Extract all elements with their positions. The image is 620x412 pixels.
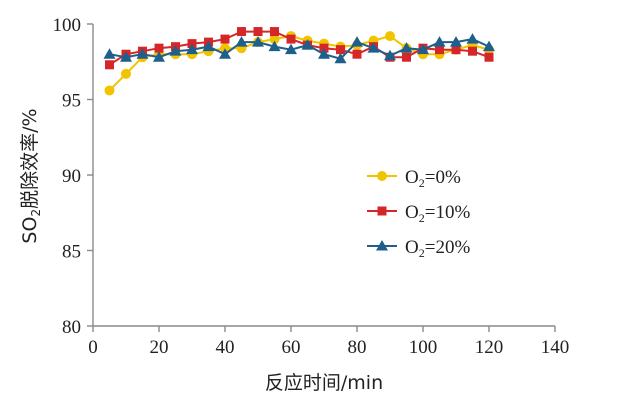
data-point bbox=[466, 33, 479, 44]
x-tick-label: 100 bbox=[409, 337, 438, 358]
data-point bbox=[384, 49, 396, 61]
legend-label-subscript: 2 bbox=[419, 211, 425, 225]
legend-swatch-marker bbox=[376, 240, 388, 251]
legend: O2=0%O2=10%O2=20% bbox=[367, 167, 470, 260]
legend-label-subscript: 2 bbox=[419, 246, 425, 260]
series-line bbox=[108, 35, 490, 92]
legend-item: O2=20% bbox=[367, 237, 470, 260]
data-point bbox=[237, 27, 246, 37]
legend-swatch-marker bbox=[377, 206, 387, 216]
data-point bbox=[400, 42, 413, 53]
data-point bbox=[270, 27, 279, 37]
legend-label: O2=20% bbox=[405, 237, 470, 260]
data-point bbox=[318, 48, 330, 59]
data-point bbox=[402, 52, 411, 62]
data-point bbox=[220, 34, 230, 44]
data-point bbox=[202, 40, 215, 52]
data-point bbox=[268, 40, 281, 52]
x-tick-label: 20 bbox=[150, 337, 169, 358]
x-tick-label: 140 bbox=[541, 337, 570, 358]
data-point bbox=[334, 52, 347, 64]
y-axis-title-main: SO bbox=[19, 217, 41, 244]
x-tick-label: 40 bbox=[216, 337, 235, 358]
data-point bbox=[285, 43, 297, 55]
legend-label-subscript: 2 bbox=[419, 176, 425, 190]
data-point bbox=[187, 39, 197, 49]
data-point bbox=[417, 43, 429, 55]
series-2 bbox=[103, 33, 495, 64]
legend-swatch-marker bbox=[377, 171, 387, 181]
series-layer bbox=[103, 27, 495, 96]
data-point bbox=[468, 46, 477, 56]
legend-label-main: O bbox=[405, 202, 419, 223]
data-point bbox=[103, 48, 116, 59]
y-axis-title: SO2脱除效率/% bbox=[19, 108, 43, 243]
data-point bbox=[367, 42, 380, 53]
x-tick-label: 80 bbox=[348, 337, 367, 358]
data-point bbox=[253, 27, 263, 37]
y-tick-label: 85 bbox=[62, 242, 81, 263]
data-point bbox=[105, 60, 114, 70]
data-point bbox=[120, 51, 132, 62]
series-0 bbox=[104, 31, 494, 96]
data-point bbox=[451, 45, 461, 55]
data-point bbox=[483, 40, 495, 52]
legend-label-rest: =20% bbox=[425, 237, 471, 258]
x-axis-title: 反应时间/min bbox=[265, 372, 383, 394]
data-point bbox=[153, 51, 165, 62]
data-point bbox=[219, 48, 231, 59]
y-tick-label: 100 bbox=[53, 15, 82, 36]
y-tick-label: 90 bbox=[62, 166, 81, 187]
legend-label-main: O bbox=[405, 237, 419, 258]
axes: 0 20 40 60 80 100 120 140 80 85 90 95 100 bbox=[53, 15, 570, 358]
data-point bbox=[269, 34, 280, 45]
legend-item: O2=0% bbox=[367, 167, 461, 190]
x-tick-label: 0 bbox=[88, 337, 98, 358]
data-point bbox=[286, 34, 296, 44]
y-axis-title-subscript: 2 bbox=[29, 209, 43, 217]
data-point bbox=[301, 39, 314, 50]
data-point bbox=[169, 45, 182, 56]
data-point bbox=[385, 31, 395, 42]
data-point bbox=[186, 43, 198, 55]
data-point bbox=[104, 85, 115, 96]
data-point bbox=[154, 43, 164, 53]
data-point bbox=[484, 52, 494, 62]
legend-label: O2=10% bbox=[405, 202, 470, 225]
data-point bbox=[252, 36, 264, 47]
y-tick-label: 80 bbox=[62, 317, 81, 338]
data-point bbox=[220, 43, 230, 54]
legend-label: O2=0% bbox=[405, 167, 461, 190]
data-point bbox=[319, 43, 329, 53]
data-point bbox=[121, 68, 131, 79]
legend-label-main: O bbox=[405, 167, 419, 188]
y-axis-title-rest: 脱除效率/% bbox=[19, 108, 41, 208]
legend-item: O2=10% bbox=[367, 202, 470, 225]
legend-label-rest: =10% bbox=[425, 202, 471, 223]
data-point bbox=[435, 45, 444, 55]
data-point bbox=[136, 48, 149, 59]
data-point bbox=[433, 36, 446, 47]
y-tick-label: 95 bbox=[62, 91, 81, 112]
data-point bbox=[336, 45, 345, 55]
x-tick-label: 60 bbox=[282, 337, 301, 358]
x-tick-label: 120 bbox=[475, 337, 504, 358]
data-point bbox=[450, 36, 462, 47]
data-point bbox=[351, 36, 363, 47]
legend-label-rest: =0% bbox=[425, 167, 461, 188]
data-point bbox=[235, 36, 248, 47]
data-point bbox=[352, 49, 362, 59]
